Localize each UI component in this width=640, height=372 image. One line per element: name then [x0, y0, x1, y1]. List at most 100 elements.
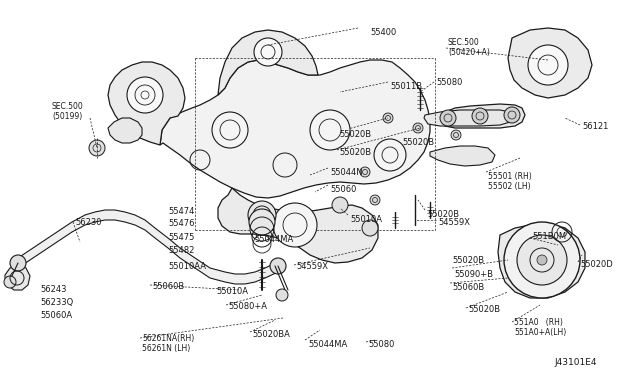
Text: 55044N: 55044N — [330, 168, 363, 177]
Polygon shape — [45, 230, 60, 250]
Polygon shape — [108, 62, 185, 145]
Circle shape — [472, 108, 488, 124]
Polygon shape — [424, 110, 512, 126]
Circle shape — [370, 195, 380, 205]
Circle shape — [413, 123, 423, 133]
Text: 55060A: 55060A — [40, 311, 72, 320]
Text: 55020B: 55020B — [427, 210, 459, 219]
Polygon shape — [95, 210, 105, 222]
Text: SEC.500
(50199): SEC.500 (50199) — [52, 102, 84, 121]
Polygon shape — [145, 220, 155, 238]
Polygon shape — [210, 268, 225, 282]
Text: 54559X: 54559X — [438, 218, 470, 227]
Circle shape — [212, 112, 248, 148]
Circle shape — [270, 258, 286, 274]
Circle shape — [248, 201, 276, 229]
Text: 56230: 56230 — [75, 218, 102, 227]
Text: 55020D: 55020D — [580, 260, 612, 269]
Text: 55020BA: 55020BA — [252, 330, 290, 339]
Text: 55474: 55474 — [168, 207, 195, 216]
Polygon shape — [195, 258, 210, 278]
Polygon shape — [168, 238, 180, 258]
Text: 55010A: 55010A — [350, 215, 382, 224]
Polygon shape — [245, 272, 255, 284]
Polygon shape — [72, 215, 85, 232]
Text: 56243: 56243 — [40, 285, 67, 294]
Polygon shape — [218, 30, 318, 95]
Text: 55482: 55482 — [168, 246, 195, 255]
Circle shape — [273, 203, 317, 247]
Text: 551A0   (RH)
551A0+A(LH): 551A0 (RH) 551A0+A(LH) — [514, 318, 566, 337]
Polygon shape — [255, 268, 265, 282]
Text: 55044MA: 55044MA — [254, 235, 293, 244]
Circle shape — [276, 289, 288, 301]
Polygon shape — [135, 215, 145, 230]
Text: 55010AA: 55010AA — [168, 262, 206, 271]
Text: 551B0M: 551B0M — [532, 232, 566, 241]
Circle shape — [310, 110, 350, 150]
Polygon shape — [85, 212, 95, 225]
Circle shape — [127, 77, 163, 113]
Polygon shape — [265, 262, 278, 278]
Circle shape — [528, 45, 568, 85]
Polygon shape — [30, 240, 45, 260]
Circle shape — [440, 110, 456, 126]
Polygon shape — [218, 188, 378, 263]
Text: 55010A: 55010A — [216, 287, 248, 296]
Circle shape — [504, 107, 520, 123]
Polygon shape — [125, 212, 135, 225]
Circle shape — [374, 139, 406, 171]
Polygon shape — [435, 104, 525, 128]
Text: 55060B: 55060B — [152, 282, 184, 291]
Polygon shape — [155, 228, 168, 248]
Text: 55501 (RH)
55502 (LH): 55501 (RH) 55502 (LH) — [488, 172, 532, 192]
Polygon shape — [235, 274, 245, 284]
Text: SEC.500
(50420+A): SEC.500 (50420+A) — [448, 38, 490, 57]
Text: 55020B: 55020B — [339, 130, 371, 139]
Text: 55020B: 55020B — [402, 138, 434, 147]
Text: 55080: 55080 — [436, 78, 462, 87]
Text: 56261NA(RH)
56261N (LH): 56261NA(RH) 56261N (LH) — [142, 334, 195, 353]
Polygon shape — [115, 210, 125, 222]
Circle shape — [360, 167, 370, 177]
Text: J43101E4: J43101E4 — [554, 358, 596, 367]
Text: 55020B: 55020B — [452, 256, 484, 265]
Circle shape — [10, 255, 26, 271]
Circle shape — [383, 113, 393, 123]
Circle shape — [254, 38, 282, 66]
Circle shape — [89, 140, 105, 156]
Circle shape — [332, 197, 348, 213]
Text: 55044MA: 55044MA — [308, 340, 348, 349]
Polygon shape — [508, 28, 592, 98]
Polygon shape — [225, 272, 235, 284]
Circle shape — [362, 220, 378, 236]
Polygon shape — [180, 248, 195, 268]
Text: 55080: 55080 — [368, 340, 394, 349]
Polygon shape — [108, 118, 142, 143]
Circle shape — [451, 130, 461, 140]
Circle shape — [504, 222, 580, 298]
Text: 55090+B: 55090+B — [454, 270, 493, 279]
Polygon shape — [5, 265, 30, 290]
Text: 55080+A: 55080+A — [228, 302, 267, 311]
Polygon shape — [498, 225, 585, 298]
Text: 55020B: 55020B — [468, 305, 500, 314]
Text: 56233Q: 56233Q — [40, 298, 73, 307]
Text: 55060: 55060 — [330, 185, 356, 194]
Text: 55475: 55475 — [168, 233, 195, 242]
Text: 55400: 55400 — [370, 28, 396, 37]
Circle shape — [249, 209, 275, 235]
Circle shape — [4, 276, 16, 288]
Text: 55476: 55476 — [168, 219, 195, 228]
Text: 55020B: 55020B — [339, 148, 371, 157]
Polygon shape — [60, 222, 72, 240]
Polygon shape — [160, 60, 430, 198]
Circle shape — [517, 235, 567, 285]
Text: 55060B: 55060B — [452, 283, 484, 292]
Circle shape — [537, 255, 547, 265]
Polygon shape — [105, 210, 115, 220]
Polygon shape — [18, 250, 30, 268]
Text: 55011B: 55011B — [390, 82, 422, 91]
Polygon shape — [430, 146, 495, 166]
Text: 56121: 56121 — [582, 122, 609, 131]
